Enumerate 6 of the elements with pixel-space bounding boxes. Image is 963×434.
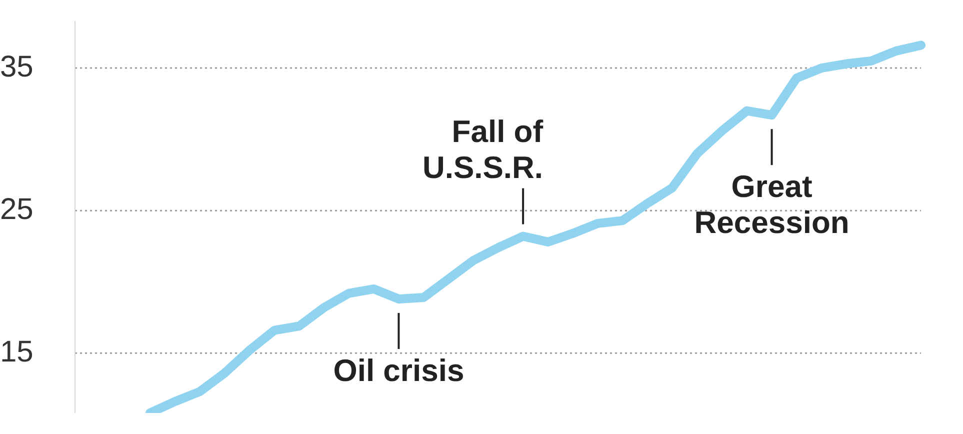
annotation: Oil crisis xyxy=(333,352,464,388)
y-tick-label: 35 xyxy=(0,50,34,84)
y-tick-label: 15 xyxy=(0,335,34,368)
y-tick-label: 25 xyxy=(0,192,34,226)
annotation: Fall of U.S.S.R. xyxy=(422,114,544,186)
annotation: Great Recession xyxy=(694,169,850,240)
